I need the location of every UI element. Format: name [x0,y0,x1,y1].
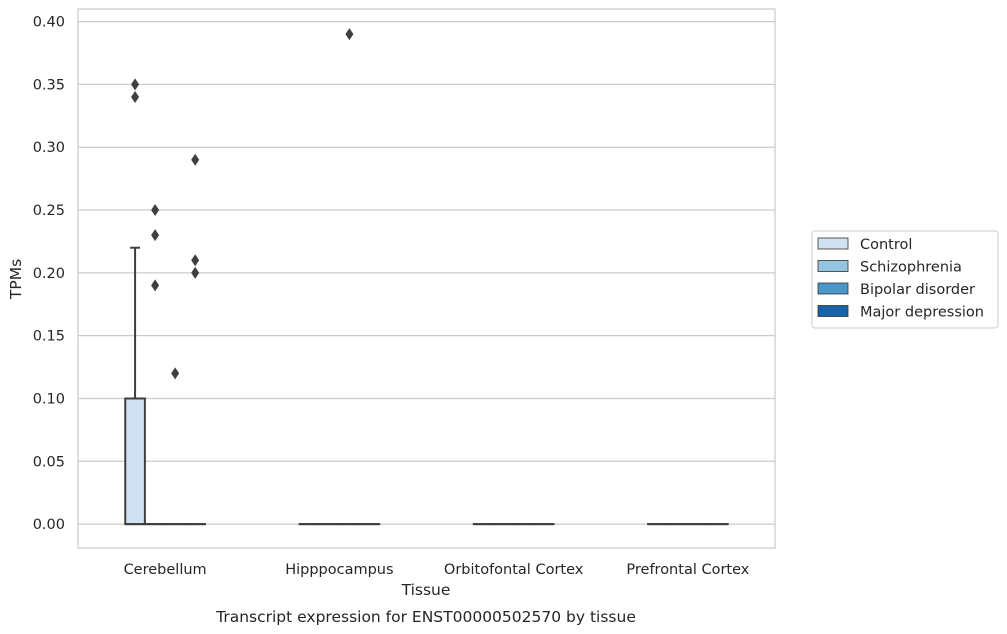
legend-label: Control [860,237,912,253]
legend: Control Schizophrenia Bipolar disorder Majo… [811,230,999,329]
x-tick-labels: Cerebellum Hipppocampus Orbitofontal Corte… [124,562,750,578]
legend-swatch [817,237,849,250]
y-tick-label: 0.35 [33,77,65,93]
outlier-point [345,28,354,41]
legend-label: Bipolar disorder [860,282,975,298]
outlier-point [171,367,180,380]
x-tick-label: Cerebellum [124,562,207,578]
x-tick-label: Prefrontal Cortex [626,562,749,578]
outlier-point [151,229,160,242]
y-tick-label: 0.40 [33,15,65,31]
box-body [124,397,146,526]
plot-area-frame [77,8,776,549]
y-tick-label: 0.25 [33,203,65,219]
outlier-point [191,266,200,279]
x-axis-title: Tissue [401,581,451,599]
y-tick-label: 0.15 [33,329,65,345]
y-tick-label: 0.00 [33,517,65,533]
y-axis-title: TPMs [7,259,25,300]
y-tick-labels: 0.00 0.05 0.10 0.15 0.20 0.25 0.30 0.35 0.40 [33,15,65,534]
outlier-point [131,78,140,91]
y-tick-label: 0.30 [33,140,65,156]
outlier-point [131,90,140,103]
legend-swatch [817,305,849,317]
legend-label: Major depression [860,305,984,321]
chart-caption: Transcript expression for ENST0000050257… [215,608,636,626]
outliers [131,28,354,380]
x-tick-label: Orbitofontal Cortex [444,562,584,578]
x-tick-label: Hipppocampus [285,562,393,578]
legend-swatch [817,282,849,295]
outlier-point [191,153,200,166]
outlier-point [191,254,200,267]
legend-swatch [817,260,849,272]
gridlines [78,20,775,525]
y-tick-label: 0.20 [33,266,65,282]
y-tick-label: 0.10 [33,391,65,407]
y-tick-label: 0.05 [33,454,65,470]
outlier-point [151,279,160,292]
boxes [124,246,729,526]
box-control [124,246,146,526]
legend-label: Schizophrenia [860,260,962,276]
outlier-point [151,204,160,217]
legend-frame [811,230,999,329]
